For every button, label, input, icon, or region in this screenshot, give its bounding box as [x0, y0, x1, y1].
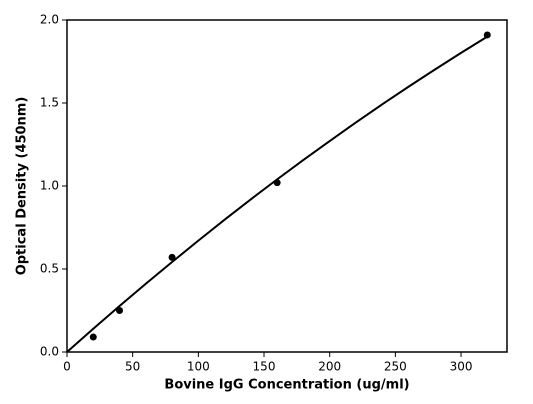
data-point	[116, 307, 124, 314]
data-point	[168, 253, 176, 261]
data-point	[483, 31, 491, 39]
y-tick-label: 1.5	[40, 96, 59, 110]
data-point	[273, 179, 281, 187]
y-axis-label: Optical Density (450nm)	[15, 97, 30, 276]
x-tick-label: 150	[253, 360, 276, 374]
x-axis-label: Bovine IgG Concentration (ug/ml)	[164, 378, 409, 393]
x-tick-label: 50	[125, 360, 140, 374]
y-tick-label: 2.0	[40, 13, 59, 27]
x-tick-label: 100	[187, 360, 210, 374]
x-tick-label: 300	[450, 360, 473, 374]
x-tick-label: 250	[384, 360, 407, 374]
fit-curve	[66, 35, 488, 353]
x-tick-label: 0	[63, 360, 71, 374]
y-tick-label: 0.5	[40, 262, 59, 276]
plot-frame	[66, 19, 508, 353]
y-tick-label: 1.0	[40, 179, 59, 193]
data-point	[89, 333, 97, 341]
x-tick-label: 200	[318, 360, 341, 374]
y-tick-label: 0.0	[40, 345, 59, 359]
